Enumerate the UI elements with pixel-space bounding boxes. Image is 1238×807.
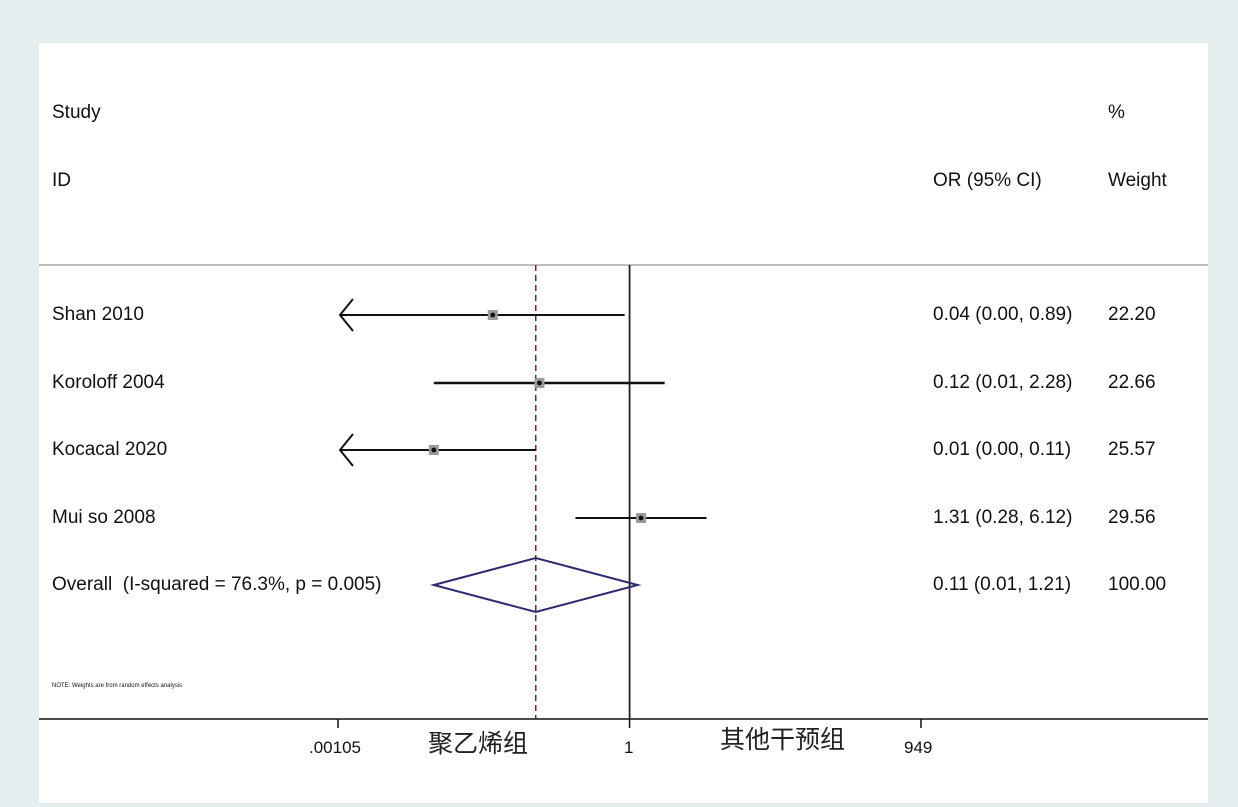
x-tick-label: 949: [904, 738, 933, 757]
header-study: Study: [52, 102, 101, 123]
study-label: Kocacal 2020: [52, 439, 168, 460]
header-id: ID: [52, 170, 71, 191]
footnote: NOTE: Weights are from random effects an…: [52, 683, 183, 689]
study-ci: 0.01 (0.00, 0.11): [933, 439, 1072, 460]
study-ci: 0.12 (0.01, 2.28): [933, 372, 1073, 393]
overall-ci: 0.11 (0.01, 1.21): [933, 574, 1072, 595]
reference-lines: [534, 265, 631, 719]
x-tick-label: 1: [624, 738, 634, 757]
study-ci: 1.31 (0.28, 6.12): [933, 507, 1073, 528]
x-tick-label: .00105: [309, 738, 361, 757]
overall-label: Overall (I-squared = 76.3%, p = 0.005): [52, 574, 382, 595]
header-effect: OR (95% CI): [933, 170, 1042, 191]
study-point: [490, 312, 496, 318]
study-marks: [338, 298, 707, 523]
header-weight: Weight: [1108, 170, 1167, 191]
favours-right-label: 其他干预组: [720, 725, 846, 754]
study-ci-arrow: [338, 298, 354, 332]
header-weight-pct: %: [1108, 102, 1125, 123]
overall-weight: 100.00: [1108, 574, 1167, 595]
study-weight: 22.20: [1108, 304, 1156, 325]
study-ci-arrow: [338, 433, 354, 467]
study-weight: 22.66: [1108, 372, 1156, 393]
study-ci: 0.04 (0.00, 0.89): [933, 304, 1073, 325]
study-weight: 25.57: [1108, 439, 1156, 460]
study-point: [431, 447, 437, 453]
overall-diamond: [429, 556, 642, 614]
study-label: Mui so 2008: [52, 507, 156, 528]
study-weight: 29.56: [1108, 507, 1156, 528]
study-point: [638, 515, 644, 521]
x-axis-ticks: [337, 719, 922, 728]
study-point: [537, 380, 542, 386]
study-label: Shan 2010: [52, 304, 144, 325]
chart-panel: [39, 43, 1208, 803]
study-label: Koroloff 2004: [52, 372, 165, 393]
favours-left-label: 聚乙烯组: [428, 729, 529, 758]
